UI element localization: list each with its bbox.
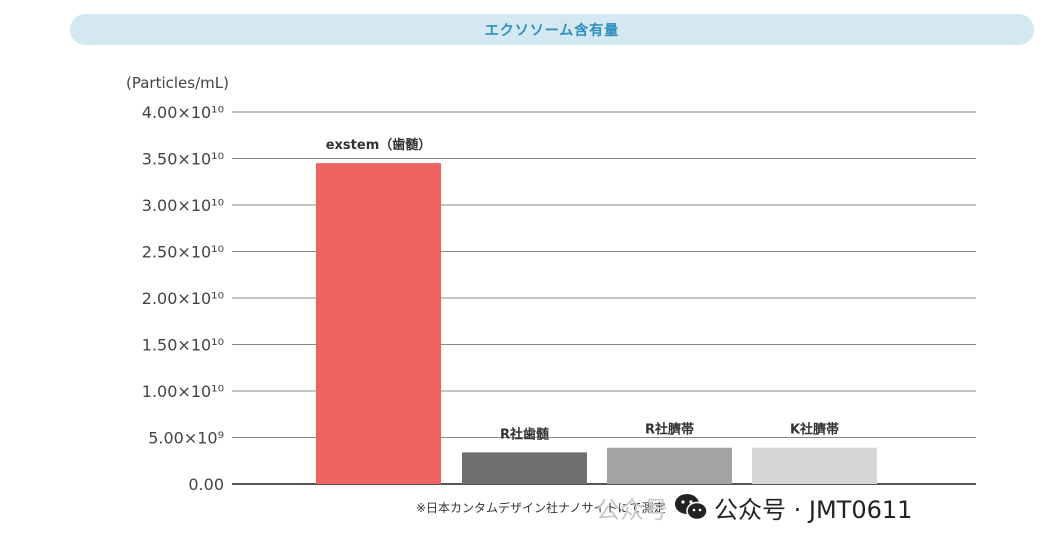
watermark-main-text: 公众号 · JMT0611 — [714, 495, 913, 524]
wechat-icon — [675, 494, 708, 521]
bar — [752, 447, 877, 484]
footnote: ※日本カンタムデザイン社ナノサイトにて測定 — [416, 500, 665, 515]
bar-category-label: K社臍帯 — [790, 422, 839, 438]
y-tick-label: 1.00×10¹⁰ — [142, 382, 224, 401]
y-tick-label: 3.50×10¹⁰ — [142, 150, 224, 169]
bar-category-label: exstem（歯髄） — [326, 137, 432, 153]
bar — [462, 452, 587, 484]
y-axis-label: (Particles/mL) — [126, 74, 229, 92]
watermark-ghost-text: 公众号 — [596, 495, 668, 524]
y-tick-label: 1.50×10¹⁰ — [142, 336, 224, 355]
chart-title-banner: エクソソーム含有量 — [70, 14, 1034, 45]
bar — [316, 163, 441, 484]
y-tick-label: 2.00×10¹⁰ — [142, 289, 224, 308]
chart-title: エクソソーム含有量 — [484, 22, 620, 39]
bar — [607, 447, 732, 484]
y-tick-label: 5.00×10⁹ — [148, 429, 224, 448]
bar-category-label: R社臍帯 — [645, 422, 694, 438]
y-tick-label: 4.00×10¹⁰ — [142, 103, 224, 122]
y-tick-label: 0.00 — [188, 475, 224, 494]
y-tick-label: 3.00×10¹⁰ — [142, 196, 224, 215]
bar-category-label: R社歯髄 — [500, 426, 549, 442]
y-tick-label: 2.50×10¹⁰ — [142, 243, 224, 262]
watermark: 公众号 公众号 · JMT0611 — [596, 490, 912, 524]
